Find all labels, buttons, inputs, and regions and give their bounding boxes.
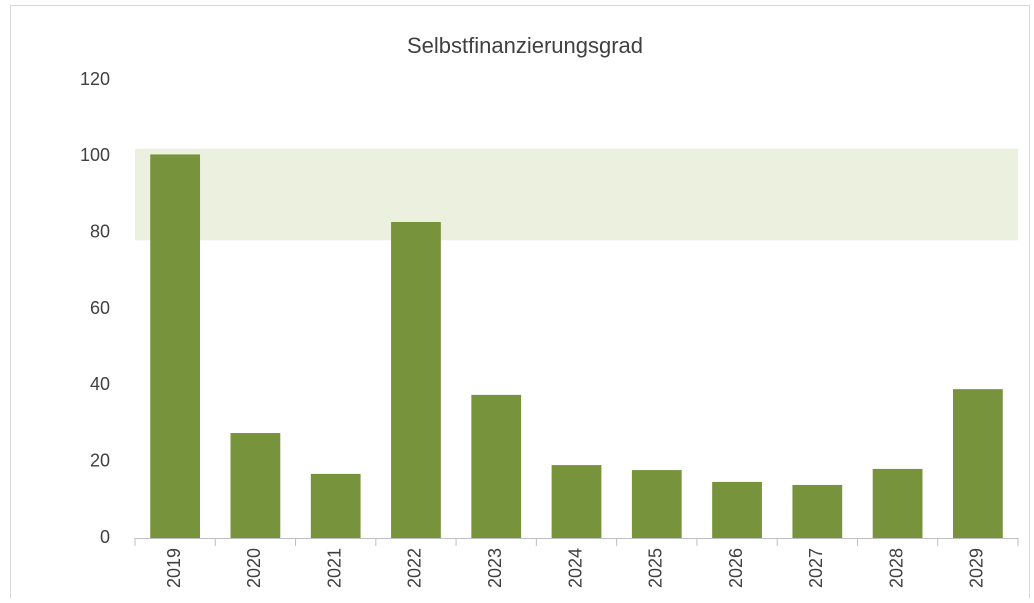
bar [712, 481, 762, 538]
x-tick-label: 2024 [565, 548, 585, 588]
bar [230, 433, 281, 538]
x-tick-label: 2029 [967, 548, 987, 588]
y-tick-label: 60 [90, 298, 110, 318]
y-tick-label: 120 [80, 69, 110, 89]
bar [391, 221, 441, 539]
y-tick-label: 0 [100, 527, 110, 547]
bar [872, 468, 923, 538]
bar [310, 473, 361, 538]
bar [471, 394, 522, 538]
y-tick-label: 20 [90, 450, 110, 470]
target-band [135, 148, 1018, 241]
x-tick-label: 2019 [164, 548, 184, 588]
bar [631, 470, 682, 538]
x-tick-label: 2022 [405, 548, 425, 588]
bar [150, 154, 201, 539]
bar [952, 389, 1003, 538]
y-tick-label: 80 [90, 221, 110, 241]
bar [792, 484, 843, 538]
x-tick-label: 2020 [244, 548, 264, 588]
x-tick-label: 2026 [726, 548, 746, 588]
bar [551, 465, 602, 538]
x-tick-label: 2023 [485, 548, 505, 588]
x-tick-label: 2027 [806, 548, 826, 588]
y-tick-label: 40 [90, 374, 110, 394]
chart-title: Selbstfinanzierungsgrad [407, 33, 643, 58]
x-tick-label: 2021 [324, 548, 344, 588]
x-tick-label: 2025 [646, 548, 666, 588]
y-tick-label: 100 [80, 145, 110, 165]
x-tick-label: 2028 [886, 548, 906, 588]
